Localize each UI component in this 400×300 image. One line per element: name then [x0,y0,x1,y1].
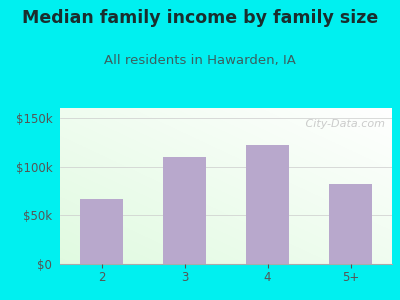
Bar [163,157,206,264]
Text: City-Data.com: City-Data.com [302,119,385,129]
Text: Median family income by family size: Median family income by family size [22,9,378,27]
Text: All residents in Hawarden, IA: All residents in Hawarden, IA [104,54,296,67]
Bar [80,199,123,264]
Bar [329,184,372,264]
Bar [246,145,289,264]
